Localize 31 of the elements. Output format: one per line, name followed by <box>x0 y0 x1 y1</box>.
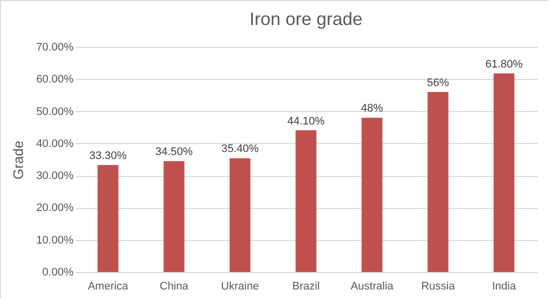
chart-title: Iron ore grade <box>249 9 363 29</box>
data-label: 33.30% <box>89 150 127 162</box>
y-tick-label: 70.00% <box>36 42 74 54</box>
bar <box>494 73 514 272</box>
bar <box>164 161 184 272</box>
x-tick-label: Australia <box>350 280 394 292</box>
x-tick-label: China <box>160 280 190 292</box>
data-label: 34.50% <box>155 146 193 158</box>
bar <box>98 164 118 272</box>
bar <box>230 158 250 272</box>
x-tick-label: Ukraine <box>221 280 259 292</box>
data-label: 48% <box>360 102 384 115</box>
bar <box>362 118 382 272</box>
y-tick-label: 40.00% <box>36 138 74 150</box>
data-label: 35.40% <box>221 143 259 156</box>
y-tick-label: 20.00% <box>36 202 74 214</box>
data-label: 44.10% <box>287 115 325 128</box>
data-label: 56% <box>426 77 450 89</box>
y-tick-label: 60.00% <box>36 74 74 86</box>
x-tick-label: Brazil <box>292 280 320 292</box>
bar <box>296 130 316 272</box>
y-tick-label: 10.00% <box>36 234 74 246</box>
x-tick-label: Russia <box>421 280 456 292</box>
bar <box>428 92 448 272</box>
y-tick-label: 0.00% <box>42 266 74 278</box>
y-axis-title: Grade <box>10 140 26 180</box>
x-tick-label: America <box>88 280 130 292</box>
x-tick-label: India <box>492 280 517 292</box>
y-tick-label: 50.00% <box>36 106 74 118</box>
y-tick-label: 30.00% <box>36 170 74 182</box>
data-label: 61.80% <box>485 58 523 70</box>
